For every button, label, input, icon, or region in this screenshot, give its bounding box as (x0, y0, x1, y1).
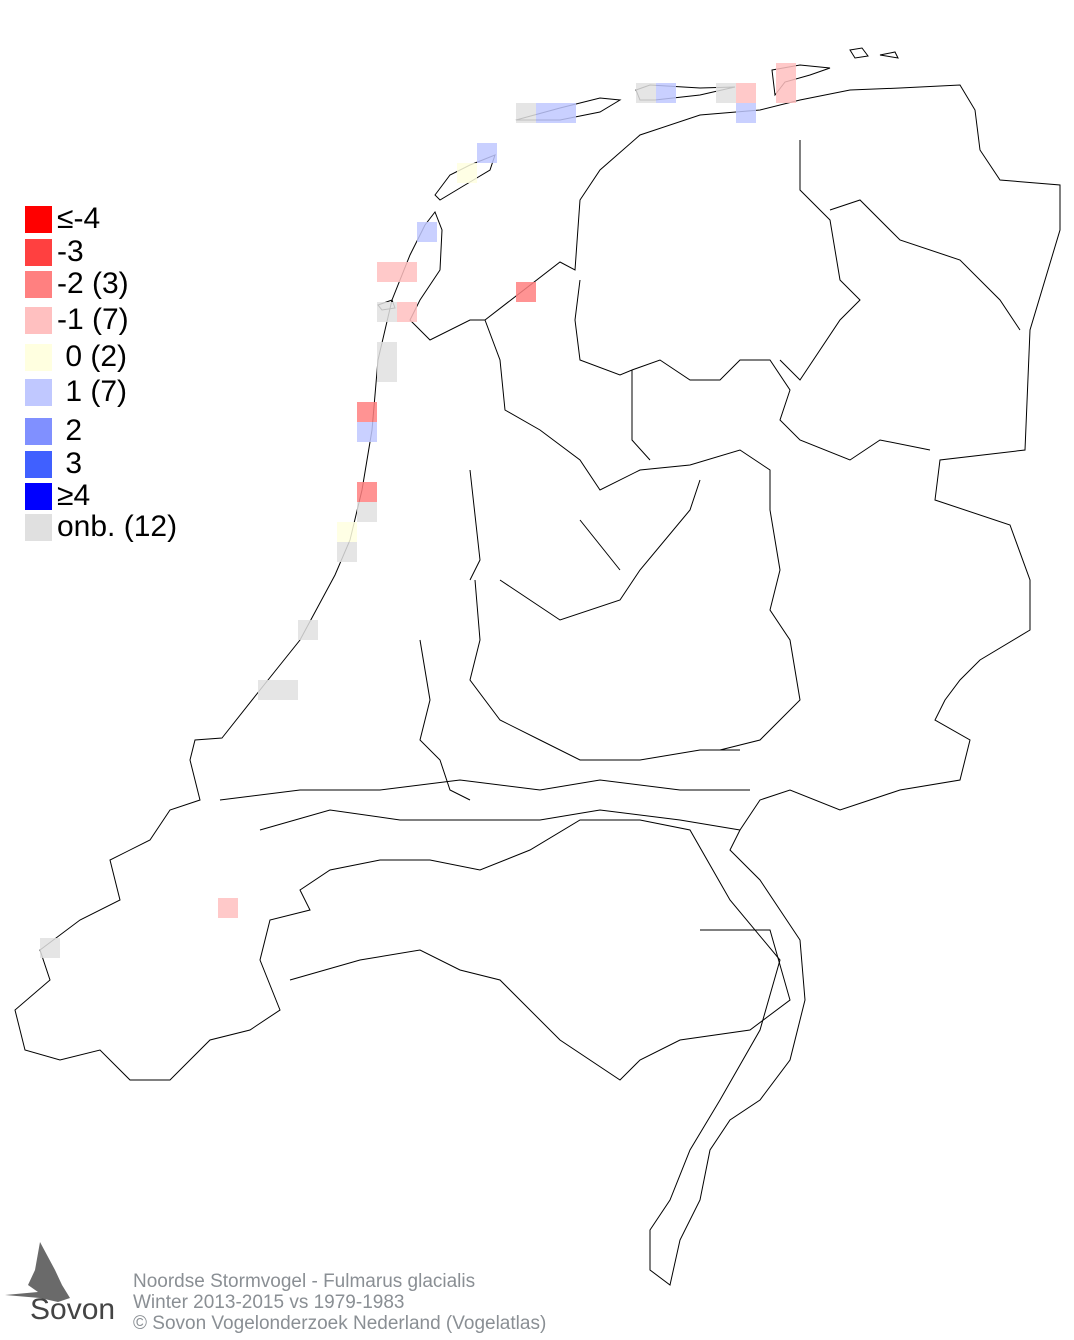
legend-item: 1 (7) (25, 375, 128, 408)
grid-cell (536, 103, 556, 123)
period-subtitle: Winter 2013-2015 vs 1979-1983 (133, 1292, 405, 1313)
grid-cell (736, 103, 756, 123)
grid-cell (397, 302, 417, 322)
grid-cell (377, 262, 397, 282)
legend-item: 2 (25, 414, 83, 447)
legend-swatch (25, 450, 52, 478)
sovon-logo-text: Sovon (30, 1293, 116, 1326)
grid-cell (417, 222, 437, 242)
grid-cell (556, 103, 576, 123)
legend-item: ≤-4 (25, 202, 101, 235)
legend-item: 3 (25, 447, 83, 480)
legend-label: -1 (7) (57, 303, 129, 336)
legend-label: -2 (3) (57, 267, 129, 300)
legend-item: -2 (3) (25, 267, 129, 300)
swallow-icon (5, 1242, 70, 1302)
grid-cell (776, 83, 796, 103)
legend-swatch (25, 343, 52, 371)
grid-cells (40, 63, 796, 958)
legend-swatch (25, 417, 52, 445)
grid-cell (636, 83, 656, 103)
grid-cell (736, 83, 756, 103)
grid-cell (397, 262, 417, 282)
legend-item: ≥4 (25, 479, 91, 512)
grid-cell (298, 620, 318, 640)
grid-cell (477, 143, 497, 163)
legend-swatch (25, 306, 52, 334)
legend-label: -3 (57, 235, 84, 268)
grid-cell (357, 422, 377, 442)
grid-cell (457, 163, 477, 183)
grid-cell (516, 103, 536, 123)
grid-cell (377, 302, 397, 322)
sovon-logo-bird (5, 1242, 70, 1302)
island-ameland (771, 64, 831, 97)
grid-cell (776, 63, 796, 83)
province-borders (219, 140, 1021, 1081)
legend-swatch (25, 205, 52, 233)
legend-swatch (25, 482, 52, 510)
legend-item: 0 (2) (25, 340, 128, 373)
grid-cell (357, 482, 377, 502)
island-schiermonnikoog (849, 47, 899, 59)
grid-cell (377, 362, 397, 382)
legend-label: 2 (57, 414, 83, 447)
legend-swatch (25, 513, 52, 541)
species-title: Noordse Stormvogel - Fulmarus glacialis (133, 1271, 476, 1292)
legend-swatch (25, 378, 52, 406)
map-caption: Noordse Stormvogel - Fulmarus glacialis … (133, 1271, 546, 1334)
grid-cell (40, 938, 60, 958)
legend-label: ≤-4 (57, 202, 101, 235)
grid-cell (337, 522, 357, 542)
legend-label: 3 (57, 447, 83, 480)
mainland-border (14, 84, 1061, 1286)
grid-cell (278, 680, 298, 700)
grid-cell (377, 342, 397, 362)
grid-cell (357, 402, 377, 422)
grid-cell (716, 83, 736, 103)
legend-item: -1 (7) (25, 303, 129, 336)
grid-cell (337, 542, 357, 562)
legend-item: onb. (12) (25, 510, 178, 543)
legend-swatch (25, 270, 52, 298)
grid-cell (516, 282, 536, 302)
legend-label: 0 (2) (57, 340, 128, 373)
country-outline (14, 47, 1061, 1286)
legend-label: onb. (12) (57, 510, 178, 543)
grid-cell (656, 83, 676, 103)
legend-item: -3 (25, 235, 84, 268)
legend-label: ≥4 (57, 479, 91, 512)
grid-cell (357, 502, 377, 522)
grid-cell (258, 680, 278, 700)
legend-swatch (25, 238, 52, 266)
grid-cell (218, 898, 238, 918)
legend-label: 1 (7) (57, 375, 128, 408)
copyright: © Sovon Vogelonderzoek Nederland (Vogela… (133, 1313, 547, 1334)
